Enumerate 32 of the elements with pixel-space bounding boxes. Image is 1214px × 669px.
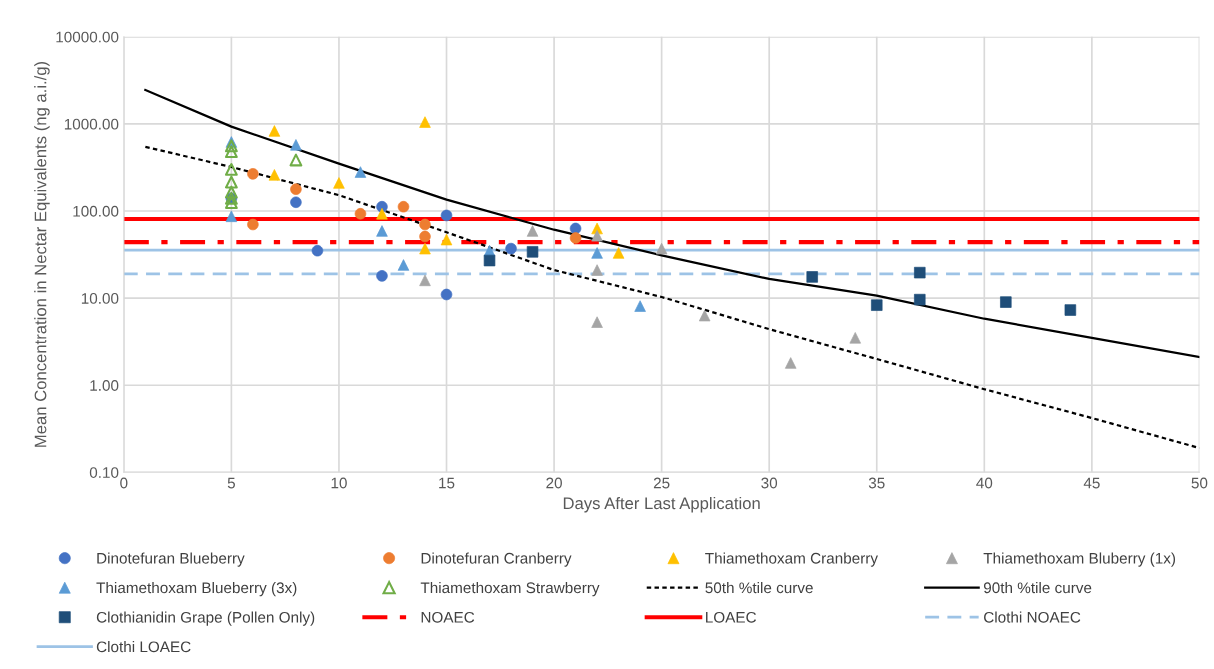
x-tick-label: 30 (761, 477, 778, 489)
x-tick-label: 45 (1083, 477, 1100, 489)
legend-label: 90th %tile curve (983, 581, 1092, 594)
legend-label: LOAEC (706, 611, 757, 623)
legend-label: Dinotefuran Blueberry (97, 552, 245, 567)
legend-label: Thiamethoxam Strawberry (420, 581, 600, 597)
x-tick-label: 50 (1191, 477, 1208, 489)
x-tick-label: 40 (976, 477, 993, 489)
legend-label: Thiamethoxam Cranberry (705, 552, 878, 567)
legend-label: 50th %tile curve (705, 581, 813, 594)
y-axis-title: Mean Concentration in Nectar Equivalents (ng a.i./g) (34, 61, 50, 447)
legend-label: Dinotefuran Cranberry (421, 552, 572, 567)
legend-label: Thiamethoxam Blueberry (3x) (96, 581, 297, 597)
y-tick-label: 1000.00 (64, 118, 119, 130)
x-tick-label: 5 (227, 477, 235, 489)
y-tick-label: 100.00 (73, 205, 119, 217)
x-tick-label: 10 (331, 477, 347, 489)
y-tick-label: 10000.00 (56, 31, 119, 43)
x-axis-title: Days After Last Application (563, 496, 760, 513)
x-tick-label: 0 (120, 477, 128, 489)
legend-label: Thiamethoxam Bluberry (1x) (983, 552, 1176, 567)
x-tick-label: 20 (546, 477, 562, 489)
legend-label: Clothi LOAEC (96, 641, 191, 653)
legend-label: NOAEC (421, 611, 475, 623)
legend-label: Clothi NOAEC (984, 611, 1081, 623)
x-tick-label: 35 (868, 477, 885, 489)
y-tick-label: 1.00 (90, 380, 119, 391)
legend-label: Clothianidin Grape (Pollen Only) (96, 611, 315, 626)
x-tick-label: 25 (653, 477, 670, 489)
y-tick-label: 10.00 (81, 292, 119, 304)
y-tick-label: 0.10 (89, 467, 119, 478)
x-tick-label: 15 (439, 477, 455, 489)
